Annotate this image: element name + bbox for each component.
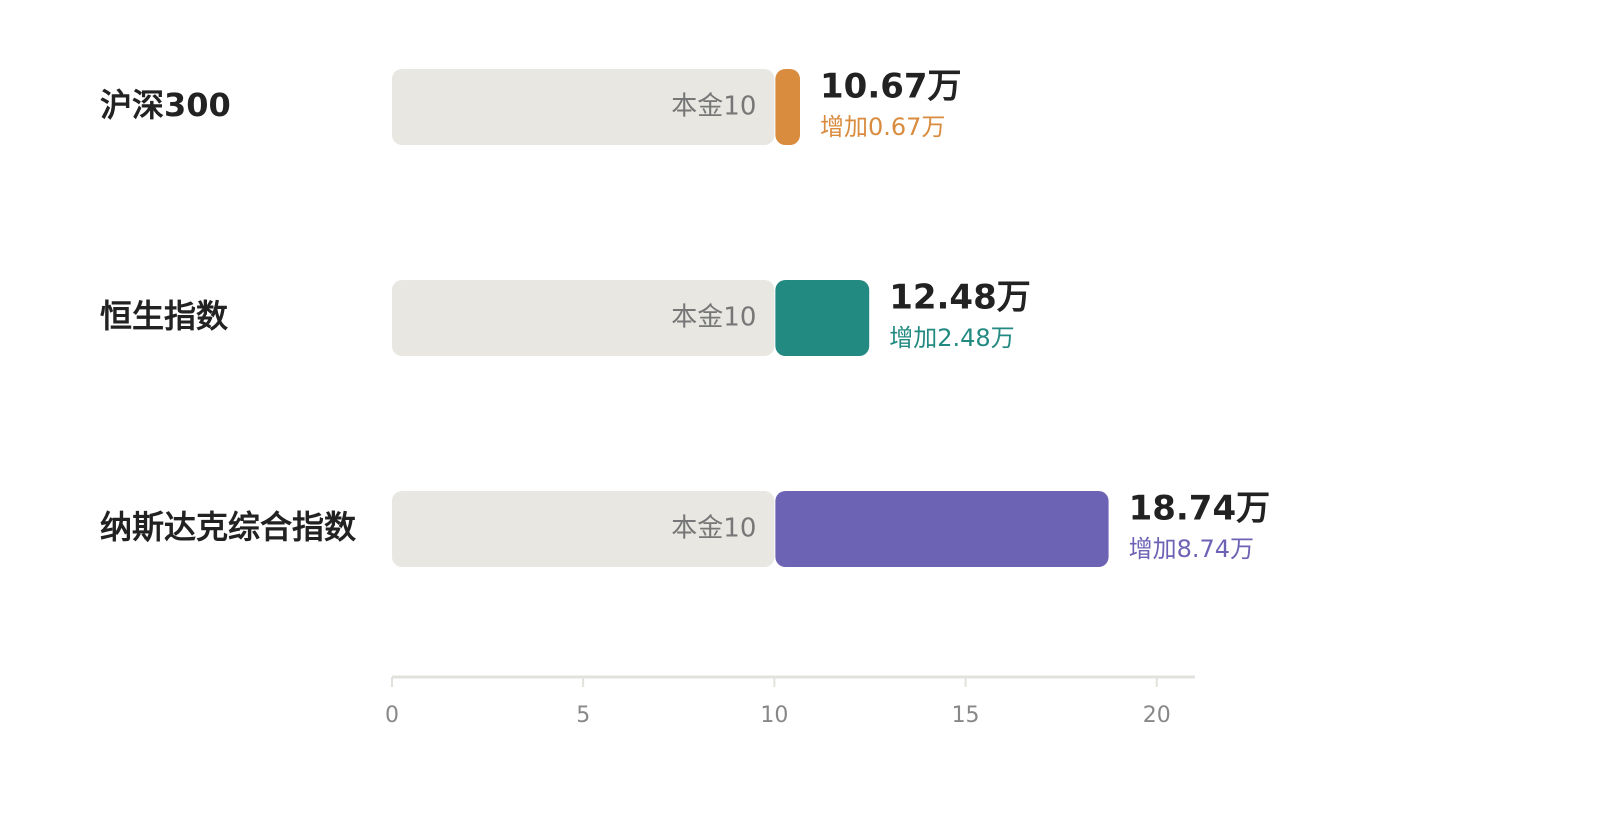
x-tick-label: 10 — [760, 703, 788, 728]
segment-label: 本金10 — [671, 303, 756, 333]
x-tick-label: 5 — [576, 703, 590, 728]
segment-label: 本金10 — [671, 514, 756, 544]
category-label: 纳斯达克综合指数 — [100, 508, 357, 546]
bar-segment — [392, 280, 775, 356]
x-tick-label: 0 — [385, 703, 399, 728]
bar-segment — [775, 491, 1109, 567]
total-label: 18.74万 — [1129, 489, 1271, 529]
bar-segment — [775, 69, 801, 145]
bar-segment — [392, 491, 775, 567]
gain-label: 增加2.48万 — [889, 324, 1014, 352]
total-label: 10.67万 — [820, 67, 962, 107]
x-tick-label: 15 — [952, 703, 980, 728]
x-tick-label: 20 — [1143, 703, 1171, 728]
gain-label: 增加8.74万 — [1129, 535, 1254, 563]
category-label: 恒生指数 — [100, 297, 229, 335]
gain-label: 增加0.67万 — [820, 113, 945, 141]
total-label: 12.48万 — [889, 278, 1031, 318]
bar-segment — [775, 280, 870, 356]
segment-label: 本金10 — [671, 92, 756, 122]
bar-segment — [392, 69, 775, 145]
category-label: 沪深300 — [100, 86, 231, 124]
